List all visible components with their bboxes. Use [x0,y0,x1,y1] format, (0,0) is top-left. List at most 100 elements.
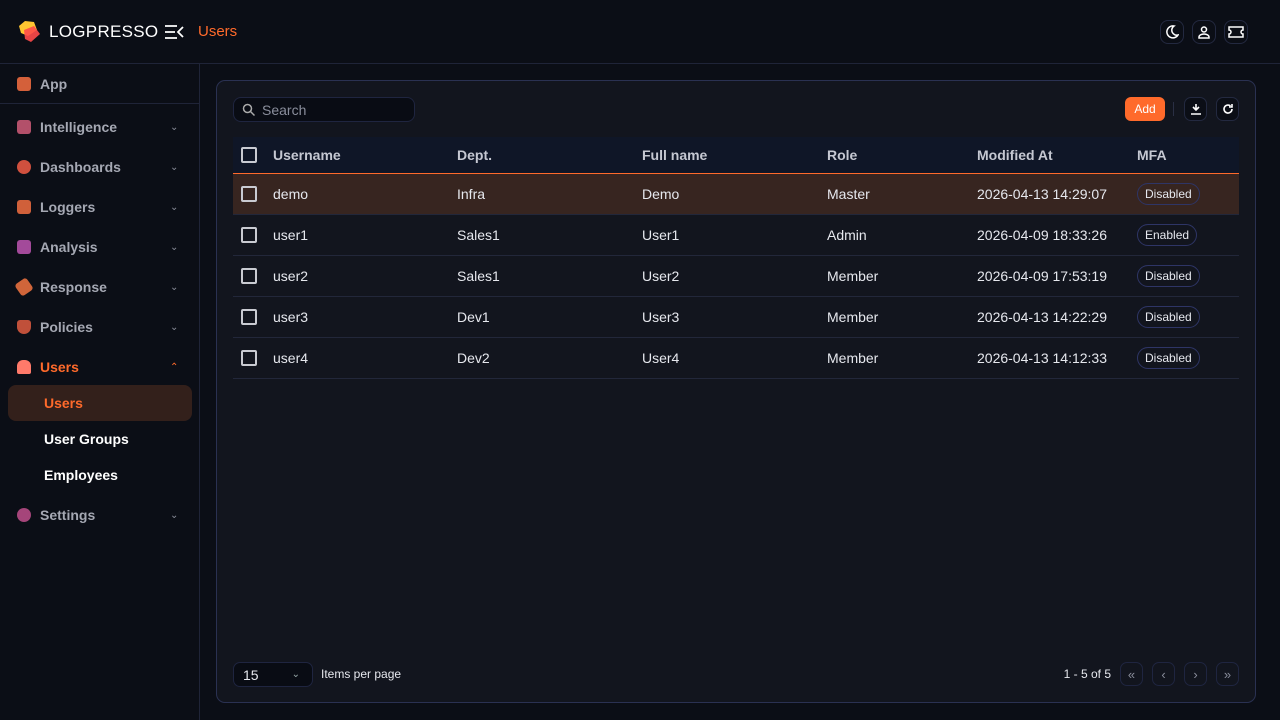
row-checkbox[interactable] [241,186,257,202]
mfa-status-badge: Disabled [1137,265,1200,287]
column-header-dept[interactable]: Dept. [457,147,492,163]
cell-full-name: User1 [642,227,680,243]
table-header-row: Username Dept. Full name Role Modified A… [233,137,1239,174]
cell-dept: Sales1 [457,227,500,243]
sidebar-item-policies[interactable]: Policies ⌄ [0,307,200,347]
license-button[interactable] [1224,20,1248,44]
prev-page-button[interactable]: ‹ [1152,662,1175,686]
column-header-mfa[interactable]: MFA [1137,147,1167,163]
mfa-status-badge: Disabled [1137,306,1200,328]
first-page-button[interactable]: « [1120,662,1143,686]
chevron-left-icon: ‹ [1161,666,1166,682]
mfa-status-badge: Disabled [1137,183,1200,205]
sidebar-item-users[interactable]: Users ⌃ [0,347,200,387]
download-button[interactable] [1184,97,1207,121]
shield-search-icon [17,320,31,334]
brand-name: LOGPRESSO [49,22,159,41]
sidebar-item-intelligence[interactable]: Intelligence ⌄ [0,107,200,147]
collapse-menu-icon[interactable] [164,24,184,40]
ticket-icon [14,277,34,297]
cell-username: demo [273,186,309,202]
sidebar-subitem-user-groups[interactable]: User Groups [8,421,192,457]
label: App [40,75,68,92]
label: Users [44,395,83,411]
double-chevron-right-icon: » [1223,666,1232,682]
label: Response [40,279,107,295]
page-size-value: 15 [243,666,259,683]
page-size-select[interactable]: 15 ⌄ [233,662,313,687]
cell-username: user3 [273,309,309,325]
chevron-down-icon: ⌄ [170,281,179,293]
sidebar-item-dashboards[interactable]: Dashboards ⌄ [0,147,200,187]
users-table: Username Dept. Full name Role Modified A… [233,137,1239,379]
breadcrumb: Users [198,23,238,40]
database-filter-icon [17,200,31,214]
sidebar-item-analysis[interactable]: Analysis ⌄ [0,227,200,267]
puzzle-icon [17,120,31,134]
sidebar-subitem-users[interactable]: Users [8,385,192,421]
sidebar-subitem-employees[interactable]: Employees [8,457,192,493]
cell-role: Master [827,186,870,202]
chevron-right-icon: › [1193,666,1198,682]
user-icon [1198,26,1210,39]
label: Policies [40,319,93,335]
theme-toggle-button[interactable] [1160,20,1184,44]
row-checkbox[interactable] [241,227,257,243]
column-header-full-name[interactable]: Full name [642,147,708,163]
logo-icon [19,21,40,42]
refresh-button[interactable] [1216,97,1239,121]
cell-modified-at: 2026-04-13 14:29:07 [977,186,1107,202]
last-page-button[interactable]: » [1216,662,1239,686]
label: Users [40,359,79,375]
cell-modified-at: 2026-04-13 14:22:29 [977,309,1107,325]
next-page-button[interactable]: › [1184,662,1207,686]
profile-button[interactable] [1192,20,1216,44]
select-all-checkbox[interactable] [241,147,257,163]
search-box[interactable] [233,97,415,122]
sidebar-item-loggers[interactable]: Loggers ⌄ [0,187,200,227]
row-checkbox[interactable] [241,350,257,366]
sidebar-item-response[interactable]: Response ⌄ [0,267,200,307]
cell-full-name: User2 [642,268,680,284]
gear-icon [17,508,31,522]
cell-username: user1 [273,227,309,243]
cell-role: Admin [827,227,867,243]
cell-dept: Dev2 [457,350,490,366]
cell-modified-at: 2026-04-13 14:12:33 [977,350,1107,366]
table-row[interactable]: user4 Dev2 User4 Member 2026-04-13 14:12:33 D… [233,338,1239,379]
cell-username: user4 [273,350,309,366]
label: Settings [40,507,96,523]
sidebar-item-settings[interactable]: Settings ⌄ [0,495,200,535]
label: Dashboards [40,159,121,175]
search-input[interactable] [262,101,402,118]
column-header-modified-at[interactable]: Modified At [977,147,1053,163]
cell-username: user2 [273,268,309,284]
mfa-status-badge: Enabled [1137,224,1198,246]
table-row[interactable]: user2 Sales1 User2 Member 2026-04-09 17:53:1… [233,256,1239,297]
table-row[interactable]: demo Infra Demo Master 2026-04-13 14:29:07 Di… [233,174,1239,215]
chevron-down-icon: ⌄ [170,241,179,253]
cell-full-name: User3 [642,309,680,325]
row-checkbox[interactable] [241,309,257,325]
cell-role: Member [827,350,879,366]
mfa-status-badge: Disabled [1137,347,1200,369]
table-row[interactable]: user1 Sales1 User1 Admin 2026-04-09 18:33:26… [233,215,1239,256]
search-icon [242,103,256,116]
download-icon [1190,104,1201,115]
cell-dept: Sales1 [457,268,500,284]
logo[interactable]: LOGPRESSO [17,20,158,44]
cell-full-name: User4 [642,350,680,366]
column-header-role[interactable]: Role [827,147,858,163]
pie-chart-icon [17,160,31,174]
cell-full-name: Demo [642,186,680,202]
ticket-icon [1228,26,1244,38]
moon-icon [1166,25,1179,39]
table-row[interactable]: user3 Dev1 User3 Member 2026-04-13 14:22:29 D… [233,297,1239,338]
cell-modified-at: 2026-04-09 17:53:19 [977,268,1107,284]
column-header-username[interactable]: Username [273,147,341,163]
sidebar-item-app[interactable]: App [0,64,200,104]
add-button[interactable]: Add [1125,97,1165,121]
row-checkbox[interactable] [241,268,257,284]
chevron-down-icon: ⌄ [170,161,179,173]
chevron-up-icon: ⌃ [170,361,179,373]
